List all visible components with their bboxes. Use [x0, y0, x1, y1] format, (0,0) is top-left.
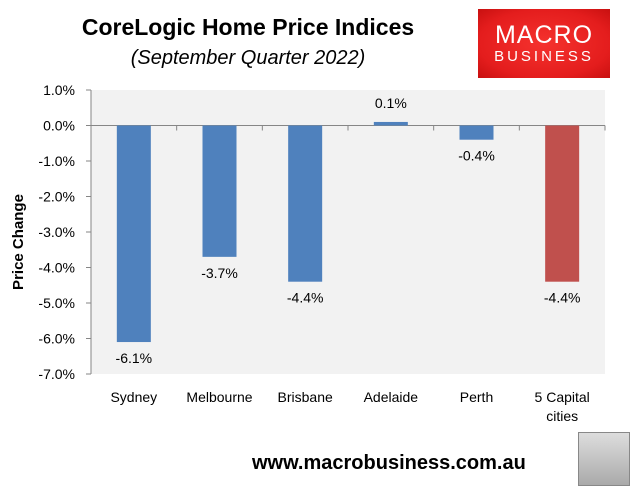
y-tick-label: 1.0%: [43, 82, 75, 98]
bar: [545, 125, 580, 282]
x-tick-label: Sydney: [110, 389, 157, 405]
plot-area: [91, 90, 605, 374]
y-tick-label: -3.0%: [38, 224, 75, 240]
logo-line2: BUSINESS: [494, 48, 594, 65]
bar: [116, 125, 151, 343]
y-tick-label: -4.0%: [38, 260, 75, 276]
x-tick-label: Brisbane: [278, 389, 333, 405]
wolf-logo-icon: [578, 432, 630, 486]
chart-subtitle: (September Quarter 2022): [130, 47, 366, 69]
x-tick-label: Melbourne: [186, 389, 252, 405]
footer-url: www.macrobusiness.com.au: [252, 452, 526, 474]
data-label: -4.4%: [544, 290, 581, 306]
data-label: 0.1%: [375, 95, 407, 111]
data-label: -6.1%: [116, 350, 153, 366]
y-tick-label: -6.0%: [38, 331, 75, 347]
y-tick-label: -5.0%: [38, 295, 75, 311]
data-label: -0.4%: [458, 148, 495, 164]
y-tick-label: -7.0%: [38, 366, 75, 382]
bar: [373, 121, 408, 126]
y-tick-label: -1.0%: [38, 153, 75, 169]
logo-line1: MACRO: [494, 21, 594, 49]
bar: [202, 125, 237, 257]
x-tick-label: Perth: [460, 389, 493, 405]
bar: [288, 125, 323, 282]
x-tick-label: Adelaide: [364, 389, 419, 405]
macrobusiness-logo: MACRO BUSINESS: [478, 9, 610, 78]
y-tick-label: 0.0%: [43, 118, 75, 134]
data-label: -4.4%: [287, 290, 324, 306]
bar: [459, 125, 494, 140]
y-tick-label: -2.0%: [38, 189, 75, 205]
chart-title: CoreLogic Home Price Indices: [81, 14, 415, 40]
x-tick-label: 5 Capital: [535, 389, 590, 405]
y-axis-title: Price Change: [10, 194, 27, 290]
x-tick-label: cities: [546, 408, 578, 424]
data-label: -3.7%: [201, 265, 238, 281]
